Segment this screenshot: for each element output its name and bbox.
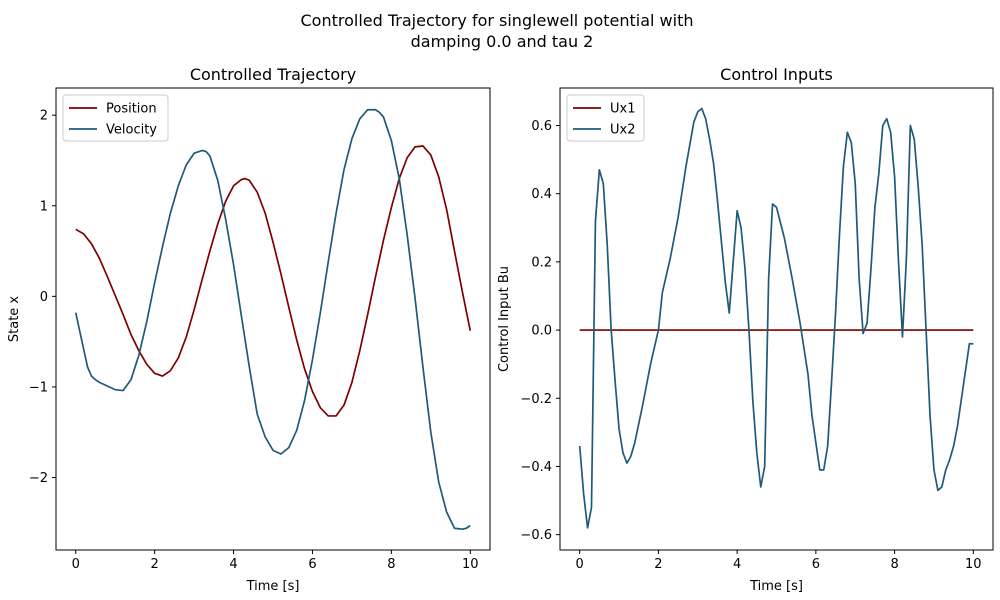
- trajectory-x-tick-label: 8: [387, 557, 395, 572]
- control-x-tick-label: 0: [576, 557, 584, 572]
- trajectory-legend-label-position: Position: [106, 102, 157, 117]
- trajectory-series-line-velocity: [74, 108, 471, 531]
- trajectory-x-tick-label: 10: [462, 557, 479, 572]
- control-y-tick-label: 0.6: [531, 119, 552, 134]
- trajectory-y-axis-label: State x: [7, 296, 22, 343]
- control-y-tick-label: 0.2: [531, 255, 552, 270]
- trajectory-legend: Position Velocity: [62, 94, 169, 142]
- trajectory-y-tick-label: 2: [40, 109, 48, 124]
- control-y-axis-label: Control Input Bu: [497, 266, 512, 372]
- control-axes-frame: [559, 87, 994, 551]
- control-series-line-ux2: [578, 107, 974, 529]
- control-x-tick-label: 6: [812, 557, 820, 572]
- control-x-tick-label: 4: [733, 557, 741, 572]
- trajectory-subplot: 0 2 4 6 8 10 −2 −1 0 1 2 Controlled Trajectory Time …: [7, 65, 491, 594]
- control-inputs-subplot: 0 2 4 6 8 10 −0.6 −0.4 −0.2 0.0 0.2 0.4 0.6 Control I…: [497, 65, 994, 594]
- trajectory-series-line-position: [75, 145, 472, 417]
- control-legend-label-ux2: Ux2: [610, 123, 635, 138]
- control-x-axis-label: Time [s]: [749, 579, 803, 594]
- figure-suptitle-line-2: damping 0.0 and tau 2: [411, 32, 594, 51]
- control-x-tick-label: 10: [965, 557, 982, 572]
- trajectory-y-tick-label: −1: [29, 380, 48, 395]
- control-y-tick-label: −0.6: [520, 528, 552, 543]
- trajectory-x-tick-label: 4: [229, 557, 237, 572]
- trajectory-y-tick-label: −2: [29, 471, 48, 486]
- trajectory-x-axis-label: Time [s]: [246, 579, 300, 594]
- control-y-tick-label: 0.0: [531, 324, 552, 339]
- trajectory-axes-title: Controlled Trajectory: [190, 65, 356, 84]
- control-legend-label-ux1: Ux1: [610, 102, 635, 117]
- figure-suptitle-line-1: Controlled Trajectory for singlewell pot…: [300, 11, 693, 30]
- trajectory-y-tick-label: 1: [40, 199, 48, 214]
- trajectory-legend-label-velocity: Velocity: [106, 123, 157, 138]
- trajectory-x-tick-label: 0: [72, 557, 80, 572]
- control-y-tick-label: 0.4: [531, 187, 552, 202]
- control-axes-title: Control Inputs: [720, 65, 833, 84]
- trajectory-axes-frame: [55, 87, 491, 551]
- trajectory-y-tick-label: 0: [40, 290, 48, 305]
- trajectory-x-tick-label: 2: [150, 557, 158, 572]
- control-y-tick-label: −0.2: [520, 392, 552, 407]
- trajectory-x-tick-label: 6: [308, 557, 316, 572]
- control-x-tick-label: 8: [890, 557, 898, 572]
- control-y-tick-label: −0.4: [520, 460, 552, 475]
- control-x-tick-label: 2: [654, 557, 662, 572]
